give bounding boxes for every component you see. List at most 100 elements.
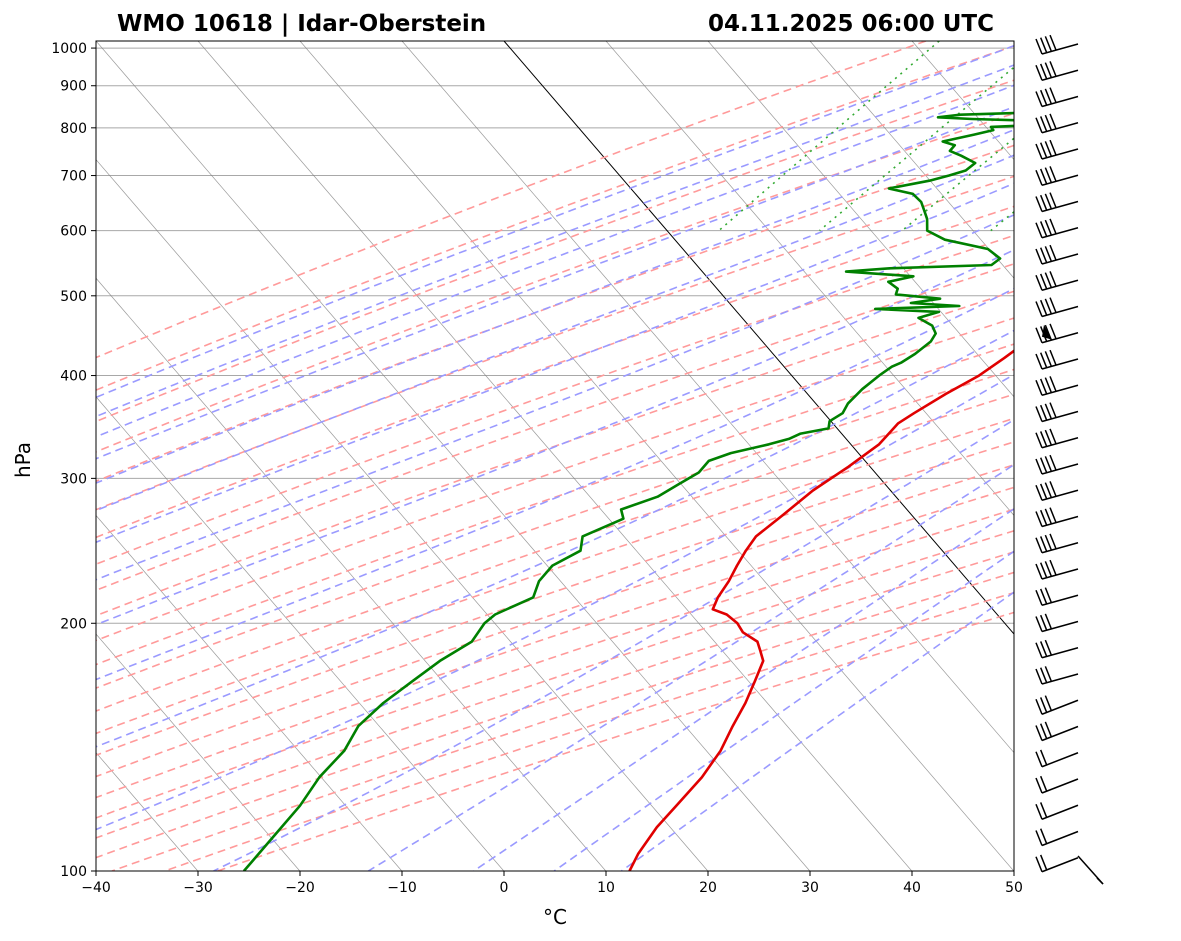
wind-barb <box>1035 775 1079 794</box>
x-tick-label: −40 <box>81 880 111 896</box>
dry-adiabat-line <box>96 368 1014 689</box>
dry-adiabat-line <box>96 205 1014 539</box>
temperature-profile-line <box>628 349 1014 871</box>
dry-adiabat-line <box>96 529 1014 839</box>
mixing-ratio-line <box>718 41 940 232</box>
isotherm-line <box>809 41 1014 279</box>
x-tick-label: −20 <box>285 880 315 896</box>
dewpoint-profile-line <box>242 111 1014 871</box>
moist-adiabat-line <box>96 105 1014 460</box>
wind-barb <box>1035 139 1079 160</box>
wind-barb <box>1035 613 1079 633</box>
wind-barb <box>1035 639 1079 659</box>
isotherm-line <box>96 159 709 871</box>
moist-adiabat-line <box>96 154 1014 512</box>
moist-adiabat-line <box>96 182 1014 544</box>
wind-barb <box>1035 481 1079 501</box>
moist-adiabat-line <box>96 373 1014 831</box>
y-tick-label: 500 <box>60 289 87 305</box>
zero-isotherm-line <box>503 41 1014 635</box>
wind-barb <box>1035 61 1079 81</box>
wind-barb <box>1035 721 1079 742</box>
moist-adiabat-line <box>96 249 1014 626</box>
y-tick-label: 700 <box>60 169 87 185</box>
x-tick-label: −30 <box>183 880 213 896</box>
dry-adiabat-line <box>96 551 1014 859</box>
y-axis: 1000 900 800 700 600 500 400 300 200 100 <box>51 41 96 880</box>
dry-adiabat-line <box>96 317 1014 642</box>
dry-adiabat-line <box>96 41 927 359</box>
y-tick-label: 100 <box>60 864 87 880</box>
wind-barb <box>1035 323 1079 344</box>
dry-adiabat-line <box>96 175 1014 511</box>
profiles <box>242 111 1014 871</box>
x-tick-label: 0 <box>500 880 509 896</box>
x-tick-label: 50 <box>1005 880 1023 896</box>
wind-barb <box>1035 428 1079 449</box>
wind-barb <box>1035 854 1079 873</box>
wind-barb <box>1035 192 1079 213</box>
isotherm-line <box>1116 41 1181 871</box>
moist-adiabat-line <box>213 418 1014 871</box>
moist-adiabat-line <box>96 64 1014 418</box>
dry-adiabat-line <box>96 441 1014 757</box>
wind-barb <box>1035 802 1079 820</box>
wind-barb <box>1035 749 1079 768</box>
x-tick-label: 10 <box>597 880 615 896</box>
wind-barb <box>1035 376 1079 396</box>
isotherm-line <box>197 41 913 871</box>
wind-barb <box>1035 454 1079 475</box>
dry-adiabat-line <box>96 417 1014 735</box>
wind-barb <box>1035 666 1079 685</box>
dry-adiabat-line <box>96 45 1014 391</box>
dry-adiabat-line <box>96 343 1014 666</box>
wind-barb <box>1035 218 1079 239</box>
isotherm-line <box>707 41 1014 398</box>
wind-barb <box>1035 166 1079 186</box>
isotherm-line <box>605 41 1014 516</box>
y-tick-label: 800 <box>60 121 87 137</box>
mixing-ratio-line <box>1067 41 1181 231</box>
x-axis-label: °C <box>543 905 567 929</box>
moist-adiabat-line <box>367 463 1014 871</box>
isotherm-line <box>96 396 505 871</box>
dry-adiabat-line <box>96 234 1014 566</box>
wind-barb <box>1035 587 1079 606</box>
y-tick-label: 900 <box>60 79 87 95</box>
dry-adiabat-line <box>96 79 1014 423</box>
wind-barb <box>1035 695 1079 715</box>
wind-barb <box>1035 244 1079 265</box>
x-axis: −40 −30 −20 −10 0 10 20 30 40 50 <box>81 871 1023 896</box>
y-tick-label: 300 <box>60 471 87 487</box>
wind-barb <box>1035 533 1079 554</box>
wind-barb <box>1035 297 1079 318</box>
x-tick-label: 40 <box>903 880 921 896</box>
moist-adiabat-line <box>96 129 1014 484</box>
wind-barb <box>1035 507 1079 528</box>
wind-barbs <box>1035 34 1104 885</box>
wind-barb <box>1035 34 1079 55</box>
moist-adiabat-line <box>96 329 1014 748</box>
dry-adiabat-line <box>96 144 1014 483</box>
dry-adiabat-line <box>111 571 1014 871</box>
mixing-ratio-line <box>990 210 1014 232</box>
dry-adiabat-line <box>217 611 1014 871</box>
wind-barb <box>1035 271 1079 291</box>
dry-adiabat-line <box>96 508 1014 819</box>
y-tick-label: 400 <box>60 369 87 385</box>
x-tick-label: 20 <box>699 880 717 896</box>
y-tick-label: 1000 <box>51 41 87 57</box>
wind-barb <box>1035 402 1079 423</box>
wind-barb <box>1035 113 1079 134</box>
moist-adiabat-line <box>621 591 1014 871</box>
moist-adiabat-line <box>96 84 1014 438</box>
dry-adiabat-line <box>96 112 1014 453</box>
chart-title-datetime: 04.11.2025 06:00 UTC <box>708 11 994 37</box>
isotherm-line <box>96 277 607 871</box>
isotherm-line <box>96 633 301 871</box>
moist-adiabat-line <box>473 507 1014 871</box>
wind-barb <box>1035 559 1079 580</box>
chart-title-station: WMO 10618 | Idar-Oberstein <box>117 11 486 37</box>
isotherm-line <box>1013 41 1014 42</box>
